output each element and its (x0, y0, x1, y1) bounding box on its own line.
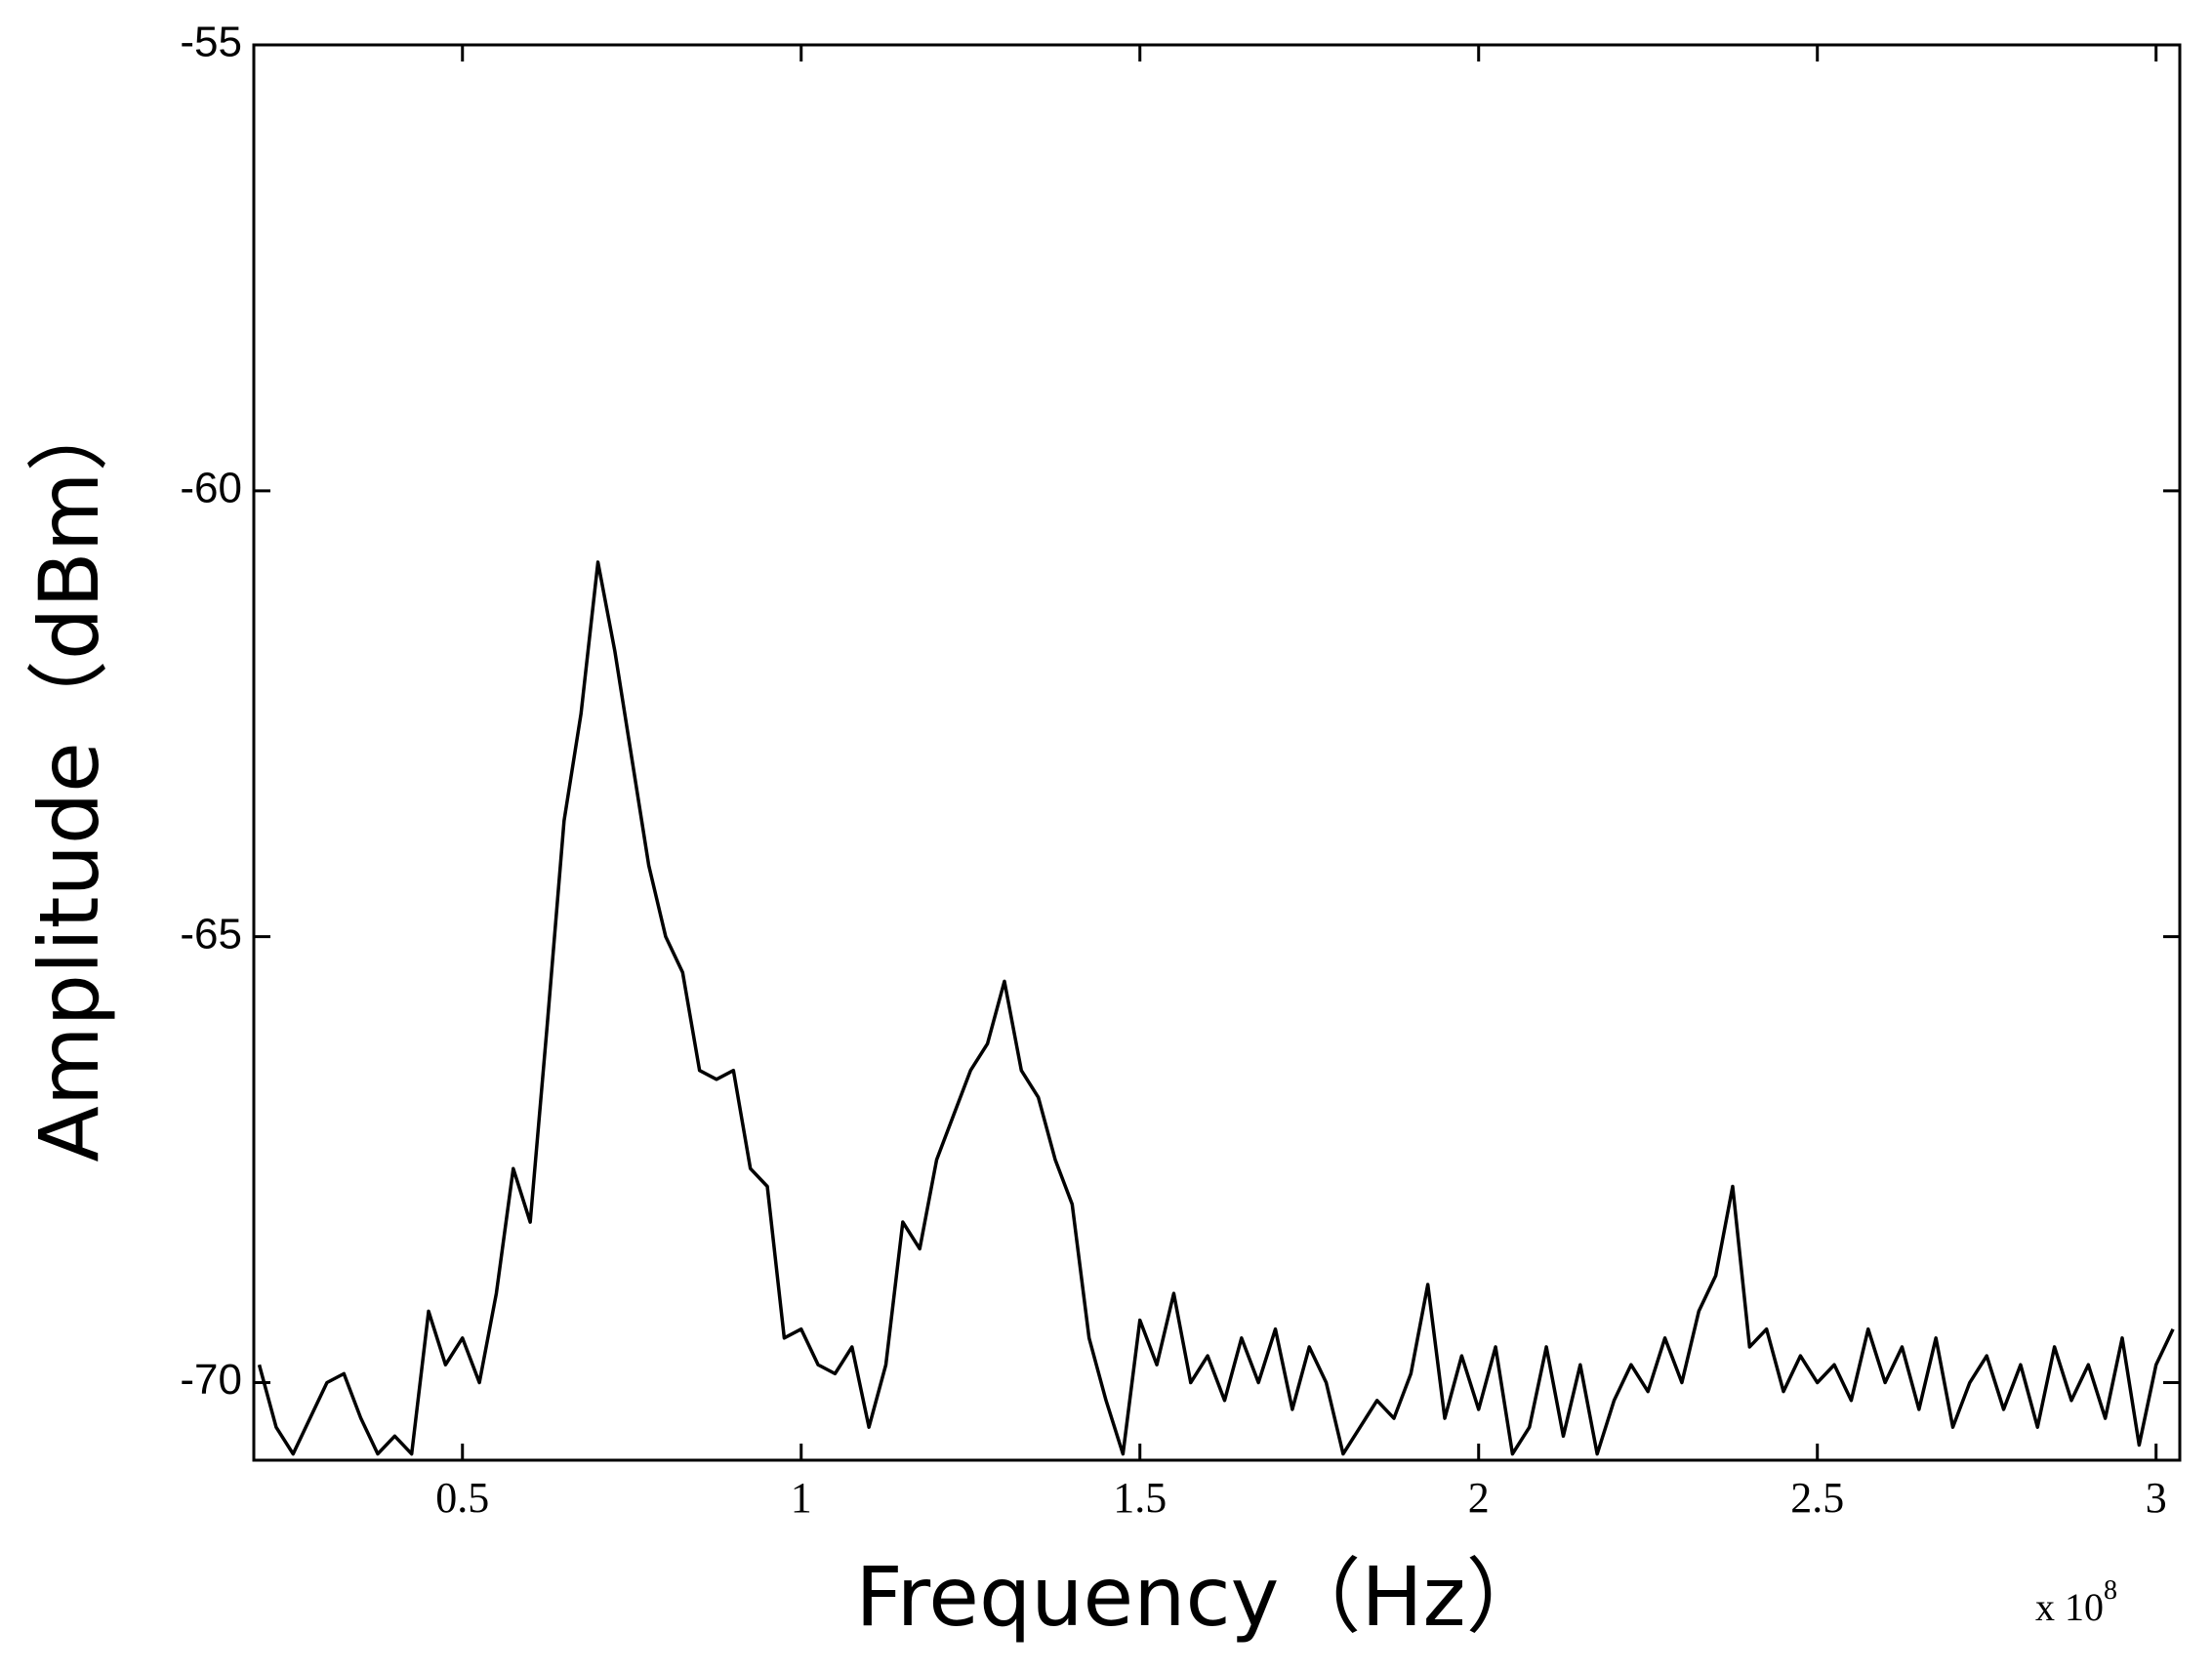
x-multiplier-base: x 10 (2035, 1585, 2104, 1629)
y-tick-label: -70 (180, 1356, 242, 1404)
x-axis-label: Frequency（Hz） (855, 1549, 1547, 1645)
y-tick-label: -60 (180, 464, 242, 511)
x-multiplier-exponent: 8 (2104, 1575, 2117, 1606)
x-tick-label: 1.5 (1113, 1474, 1167, 1522)
x-tick-label: 2.5 (1790, 1474, 1844, 1522)
x-multiplier: x 108 (2035, 1575, 2117, 1629)
y-tick-label: -55 (180, 19, 242, 66)
data-line (257, 560, 2175, 1456)
x-tick-label: 2 (1468, 1474, 1490, 1522)
x-tick-label: 3 (2146, 1474, 2167, 1522)
axes-box (252, 43, 2182, 1462)
y-tick-label: -65 (180, 910, 242, 958)
x-tick-label: 1 (791, 1474, 812, 1522)
y-axis-label: Amplitude（dBm） (21, 389, 117, 1162)
x-tick-label: 0.5 (435, 1474, 489, 1522)
